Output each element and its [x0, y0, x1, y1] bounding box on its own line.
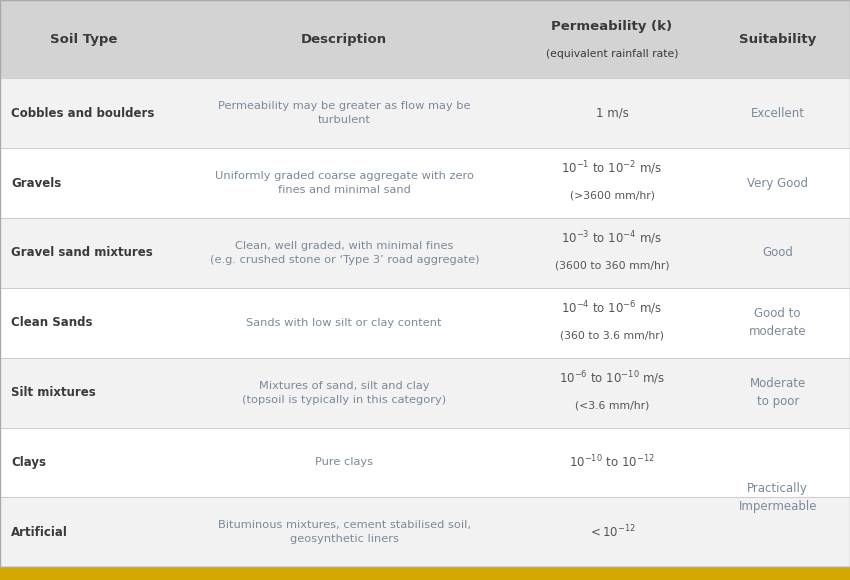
Text: 1 m/s: 1 m/s — [596, 107, 628, 119]
Text: Clays: Clays — [11, 456, 46, 469]
Text: $<10^{-12}$: $<10^{-12}$ — [588, 524, 636, 541]
Text: $10^{-10}$ to $10^{-12}$: $10^{-10}$ to $10^{-12}$ — [570, 454, 654, 471]
Bar — [0, 567, 850, 580]
Text: Gravel sand mixtures: Gravel sand mixtures — [11, 246, 153, 259]
Text: (>3600 mm/hr): (>3600 mm/hr) — [570, 191, 654, 201]
Text: Mixtures of sand, silt and clay
(topsoil is typically in this category): Mixtures of sand, silt and clay (topsoil… — [242, 380, 446, 405]
Text: Excellent: Excellent — [751, 107, 805, 119]
Text: Practically
Impermeable: Practically Impermeable — [739, 482, 817, 513]
Text: Good to
moderate: Good to moderate — [749, 307, 807, 338]
Text: (360 to 3.6 mm/hr): (360 to 3.6 mm/hr) — [560, 331, 664, 340]
Bar — [0, 0, 850, 78]
Text: Gravels: Gravels — [11, 176, 61, 190]
Text: Uniformly graded coarse aggregate with zero
fines and minimal sand: Uniformly graded coarse aggregate with z… — [215, 171, 473, 195]
Bar — [0, 288, 850, 358]
Text: Silt mixtures: Silt mixtures — [11, 386, 96, 399]
Text: Pure clays: Pure clays — [315, 458, 373, 467]
Text: Cobbles and boulders: Cobbles and boulders — [11, 107, 155, 119]
Text: (equivalent rainfall rate): (equivalent rainfall rate) — [546, 49, 678, 59]
Text: Sands with low silt or clay content: Sands with low silt or clay content — [246, 318, 442, 328]
Text: Good: Good — [762, 246, 793, 259]
Text: Permeability may be greater as flow may be
turbulent: Permeability may be greater as flow may … — [218, 102, 471, 125]
Text: Artificial: Artificial — [11, 526, 68, 539]
Text: $10^{-4}$ to $10^{-6}$ m/s: $10^{-4}$ to $10^{-6}$ m/s — [562, 299, 662, 317]
Text: Description: Description — [301, 32, 388, 46]
Text: $10^{-1}$ to $10^{-2}$ m/s: $10^{-1}$ to $10^{-2}$ m/s — [562, 160, 662, 177]
Bar — [0, 218, 850, 288]
Text: Moderate
to poor: Moderate to poor — [750, 377, 806, 408]
Text: Very Good: Very Good — [747, 176, 808, 190]
Bar — [0, 78, 850, 148]
Text: Bituminous mixtures, cement stabilised soil,
geosynthetic liners: Bituminous mixtures, cement stabilised s… — [218, 520, 471, 544]
Bar — [0, 358, 850, 427]
Text: Permeability (k): Permeability (k) — [552, 20, 672, 33]
Text: Soil Type: Soil Type — [49, 32, 117, 46]
Text: Clean, well graded, with minimal fines
(e.g. crushed stone or ‘Type 3’ road aggr: Clean, well graded, with minimal fines (… — [209, 241, 479, 265]
Text: $10^{-6}$ to $10^{-10}$ m/s: $10^{-6}$ to $10^{-10}$ m/s — [559, 369, 665, 387]
Bar — [0, 498, 850, 567]
Text: (<3.6 mm/hr): (<3.6 mm/hr) — [575, 400, 649, 411]
Bar — [0, 148, 850, 218]
Text: (3600 to 360 mm/hr): (3600 to 360 mm/hr) — [555, 260, 669, 271]
Text: Clean Sands: Clean Sands — [11, 316, 93, 329]
Bar — [0, 427, 850, 498]
Text: $10^{-3}$ to $10^{-4}$ m/s: $10^{-3}$ to $10^{-4}$ m/s — [562, 230, 662, 247]
Text: Suitability: Suitability — [740, 32, 816, 46]
